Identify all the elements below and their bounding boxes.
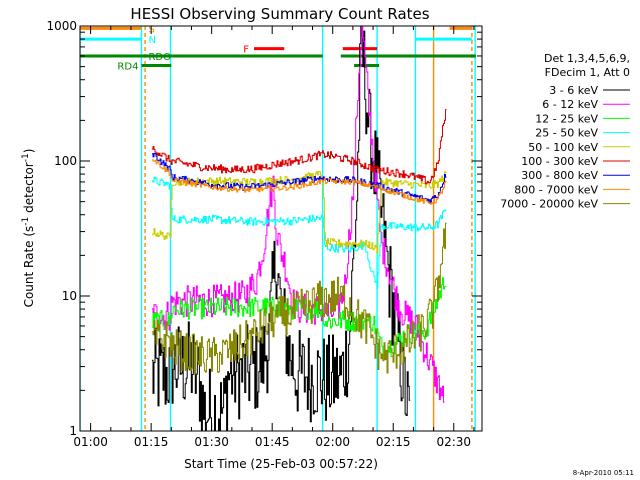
y-tick-label-1000: 1000 xyxy=(46,19,77,33)
series-100-300-kev xyxy=(151,109,447,185)
legend-header-line-1: Det 1,3,4,5,6,9, xyxy=(544,52,630,65)
legend-label-6-12-kev: 6 - 12 keV xyxy=(542,98,598,111)
legend-label-25-50-kev: 25 - 50 keV xyxy=(535,127,598,140)
legend-label-50-100-kev: 50 - 100 keV xyxy=(528,141,598,154)
legend-label-800-7000-kev: 800 - 7000 keV xyxy=(514,183,598,196)
legend: Det 1,3,4,5,6,9, FDecim 1, Att 0 3 - 6 k… xyxy=(500,52,630,211)
plot-timestamp: 8-Apr-2010 05:11 xyxy=(573,469,634,477)
chart-title: HESSI Observing Summary Count Rates xyxy=(130,5,429,23)
series-25-50-kev xyxy=(151,176,447,289)
flag-label-f: F xyxy=(243,45,249,56)
flag-label-rdo: RDO xyxy=(148,52,171,63)
x-axis-label: Start Time (25-Feb-03 00:57:22) xyxy=(184,457,378,471)
legend-header-line-2: FDecim 1, Att 0 xyxy=(545,66,630,79)
attenuator-vertical-lines xyxy=(80,26,476,431)
series-7000-20000-kev xyxy=(151,222,447,375)
x-tick-label-02-00: 02:00 xyxy=(315,435,350,449)
legend-label-7000-20000-kev: 7000 - 20000 keV xyxy=(500,198,598,211)
y-tick-label-10: 10 xyxy=(62,289,77,303)
y-axis-label-sup: -1 xyxy=(21,217,31,226)
legend-label-3-6-kev: 3 - 6 keV xyxy=(549,84,598,97)
legend-label-100-300-kev: 100 - 300 keV xyxy=(521,155,598,168)
y-axis-label-sup2: -1 xyxy=(21,153,31,162)
legend-label-12-25-kev: 12 - 25 keV xyxy=(535,112,598,125)
x-tick-label-02-30: 02:30 xyxy=(436,435,471,449)
legend-label-300-800-kev: 300 - 800 keV xyxy=(521,169,598,182)
x-tick-label-01-15: 01:15 xyxy=(134,435,169,449)
y-axis-label-main: Count Rate (s xyxy=(22,226,36,308)
y-axis-label-end: ) xyxy=(22,149,36,154)
flag-label-rd4: RD4 xyxy=(117,61,138,72)
series-12-25-kev xyxy=(151,277,447,358)
plot-frame xyxy=(79,25,483,432)
x-axis: 01:00 01:15 01:30 01:45 02:00 02:15 02:30 xyxy=(73,26,475,449)
y-tick-label-100: 100 xyxy=(54,154,77,168)
y-axis-label-mid: detector xyxy=(22,162,36,217)
series-3-6-kev xyxy=(151,26,411,431)
y-axis-label: Count Rate (s-1 detector-1) xyxy=(21,149,36,308)
x-tick-label-02-15: 02:15 xyxy=(376,435,411,449)
flag-label-n: N xyxy=(148,35,155,46)
x-tick-label-01-30: 01:30 xyxy=(194,435,229,449)
series-800-7000-kev xyxy=(151,159,447,205)
count-rate-series xyxy=(151,26,447,431)
y-axis: 1 10 100 1000 xyxy=(46,19,482,438)
x-tick-label-01-45: 01:45 xyxy=(255,435,290,449)
x-tick-label-01-00: 01:00 xyxy=(73,435,108,449)
y-tick-label-1: 1 xyxy=(69,424,77,438)
